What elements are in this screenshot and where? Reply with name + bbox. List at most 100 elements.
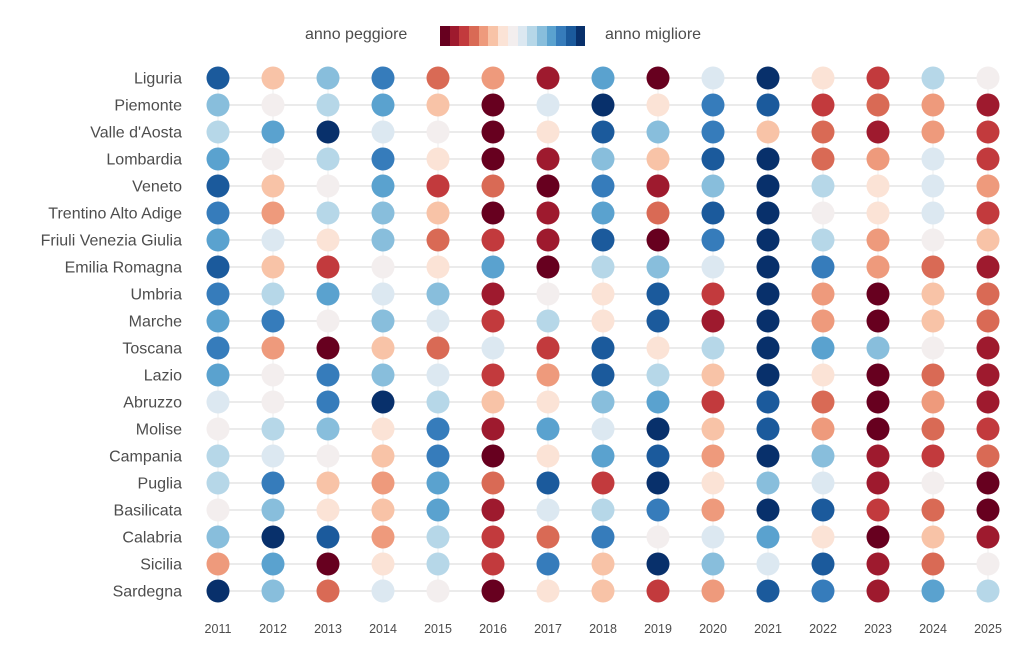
data-dot: Calabria 2012: 15: [261, 525, 285, 549]
data-dot: Molise 2017: 12: [536, 417, 560, 441]
data-dot: Molise 2023: 1: [866, 417, 890, 441]
data-dot: Piemonte 2013: 10: [316, 93, 340, 117]
data-dot: Puglia 2018: 3: [591, 471, 615, 495]
data-dot: Molise 2015: 13: [426, 417, 450, 441]
data-dot: Veneto 2025: 5: [976, 174, 1000, 198]
data-dot: Veneto 2012: 6: [261, 174, 285, 198]
data-dot: Lombardia 2011: 12: [206, 147, 230, 171]
data-dot: Basilicata 2024: 4: [921, 498, 945, 522]
data-dot: Puglia 2017: 14: [536, 471, 560, 495]
data-dot: Molise 2024: 4: [921, 417, 945, 441]
data-dot: Toscana 2025: 2: [976, 336, 1000, 360]
data-dot: Puglia 2023: 2: [866, 471, 890, 495]
data-dot: Trentino Alto Adige 2021: 15: [756, 201, 780, 225]
data-dot: Basilicata 2012: 11: [261, 498, 285, 522]
data-dot: Calabria 2023: 1: [866, 525, 890, 549]
data-dot: Umbria 2012: 10: [261, 282, 285, 306]
data-dot: Marche 2018: 7: [591, 309, 615, 333]
year-tick-label: 2013: [314, 622, 342, 636]
data-dot: Puglia 2020: 7: [701, 471, 725, 495]
data-dot: Basilicata 2022: 14: [811, 498, 835, 522]
data-dot: Abruzzo 2018: 11: [591, 390, 615, 414]
data-dot: Friuli Venezia Giulia 2022: 10: [811, 228, 835, 252]
data-dot: Marche 2016: 3: [481, 309, 505, 333]
data-dot: Friuli Venezia Giulia 2016: 3: [481, 228, 505, 252]
data-dot: Sardegna 2023: 2: [866, 579, 890, 603]
data-dot: Sardegna 2024: 12: [921, 579, 945, 603]
data-dot: Sardegna 2019: 3: [646, 579, 670, 603]
data-dot: Emilia Romagna 2017: 1: [536, 255, 560, 279]
data-dot: Sicilia 2013: 1: [316, 552, 340, 576]
year-tick-label: 2012: [259, 622, 287, 636]
data-dot: Toscana 2014: 6: [371, 336, 395, 360]
data-dot: Sicilia 2016: 3: [481, 552, 505, 576]
data-dot: Trentino Alto Adige 2011: 13: [206, 201, 230, 225]
data-dot: Marche 2015: 9: [426, 309, 450, 333]
data-dot: Lombardia 2016: 1: [481, 147, 505, 171]
data-dot: Marche 2023: 1: [866, 309, 890, 333]
data-dot: Sicilia 2020: 11: [701, 552, 725, 576]
data-dot: Calabria 2011: 11: [206, 525, 230, 549]
year-tick-label: 2015: [424, 622, 452, 636]
data-dot: Emilia Romagna 2019: 11: [646, 255, 670, 279]
data-dot: Lazio 2015: 9: [426, 363, 450, 387]
data-dot: Sicilia 2018: 6: [591, 552, 615, 576]
data-dot: Puglia 2016: 4: [481, 471, 505, 495]
data-dot: Veneto 2015: 3: [426, 174, 450, 198]
data-dot: Sardegna 2025: 10: [976, 579, 1000, 603]
data-dot: Puglia 2014: 5: [371, 471, 395, 495]
data-dot: Liguria 2012: 6: [261, 66, 285, 90]
data-dot: Valle d'Aosta 2019: 11: [646, 120, 670, 144]
data-dot: Calabria 2017: 4: [536, 525, 560, 549]
data-dot: Calabria 2015: 10: [426, 525, 450, 549]
data-dot: Trentino Alto Adige 2018: 12: [591, 201, 615, 225]
data-dot: Basilicata 2014: 6: [371, 498, 395, 522]
data-dot: Toscana 2019: 7: [646, 336, 670, 360]
data-dot: Lombardia 2012: 8: [261, 147, 285, 171]
data-dot: Marche 2022: 5: [811, 309, 835, 333]
data-dot: Campania 2021: 15: [756, 444, 780, 468]
legend-swatch: [440, 26, 450, 46]
data-dot: Umbria 2021: 15: [756, 282, 780, 306]
data-dot: Friuli Venezia Giulia 2021: 15: [756, 228, 780, 252]
region-label: Veneto: [132, 179, 182, 196]
data-dot: Lombardia 2021: 15: [756, 147, 780, 171]
data-dot: Emilia Romagna 2012: 6: [261, 255, 285, 279]
data-dot: Toscana 2011: 13: [206, 336, 230, 360]
data-dot: Molise 2021: 14: [756, 417, 780, 441]
data-dot: Umbria 2016: 2: [481, 282, 505, 306]
data-dot: Emilia Romagna 2018: 10: [591, 255, 615, 279]
data-dot: Friuli Venezia Giulia 2024: 8: [921, 228, 945, 252]
data-dot: Liguria 2025: 8: [976, 66, 1000, 90]
region-label: Trentino Alto Adige: [48, 206, 182, 223]
legend-swatch: [449, 26, 460, 46]
data-dot: Veneto 2021: 15: [756, 174, 780, 198]
data-dot: Marche 2020: 2: [701, 309, 725, 333]
data-dot: Molise 2011: 8: [206, 417, 230, 441]
data-dot: Molise 2025: 3: [976, 417, 1000, 441]
data-dot: Lazio 2014: 11: [371, 363, 395, 387]
data-dot: Abruzzo 2012: 8: [261, 390, 285, 414]
data-dot: Sardegna 2022: 13: [811, 579, 835, 603]
data-dot: Puglia 2019: 15: [646, 471, 670, 495]
data-dot: Trentino Alto Adige 2016: 1: [481, 201, 505, 225]
legend-swatch: [478, 26, 489, 46]
data-dot: Puglia 2021: 11: [756, 471, 780, 495]
legend-swatch: [507, 26, 518, 46]
legend-swatch: [469, 26, 479, 46]
data-dot: Sardegna 2017: 7: [536, 579, 560, 603]
data-dot: Campania 2019: 14: [646, 444, 670, 468]
data-dot: Campania 2015: 13: [426, 444, 450, 468]
data-dot: Piemonte 2014: 12: [371, 93, 395, 117]
data-dot: Sardegna 2011: 15: [206, 579, 230, 603]
data-dot: Veneto 2017: 1: [536, 174, 560, 198]
data-dot: Piemonte 2023: 4: [866, 93, 890, 117]
data-dot: Basilicata 2023: 3: [866, 498, 890, 522]
region-label: Molise: [136, 422, 182, 439]
data-dot: Liguria 2015: 4: [426, 66, 450, 90]
region-label: Toscana: [122, 341, 182, 358]
data-dot: Umbria 2022: 5: [811, 282, 835, 306]
data-dot: Marche 2017: 10: [536, 309, 560, 333]
region-label: Lombardia: [106, 152, 182, 169]
data-dot: Toscana 2023: 11: [866, 336, 890, 360]
